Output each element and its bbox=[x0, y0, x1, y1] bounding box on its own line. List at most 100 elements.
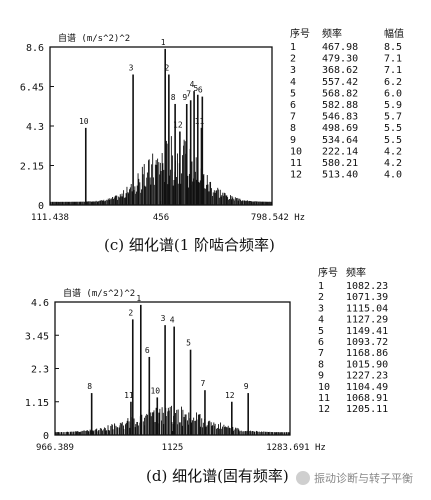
table-cell: 1168.86 bbox=[346, 348, 388, 359]
peak-label: 10 bbox=[79, 117, 89, 126]
table-cell: 6.2 bbox=[384, 77, 402, 88]
peak-label: 3 bbox=[161, 314, 166, 323]
table-header: 频率 bbox=[322, 27, 342, 40]
table-cell: 498.69 bbox=[322, 123, 358, 134]
table-cell: 11 bbox=[318, 393, 330, 404]
peak-label: 11 bbox=[195, 117, 205, 126]
table-cell: 368.62 bbox=[322, 65, 358, 76]
table-cell: 7.1 bbox=[384, 54, 402, 65]
watermark-text: 振动诊断与转子平衡 bbox=[314, 472, 413, 485]
peak-label: 2 bbox=[164, 64, 169, 73]
table-cell: 1127.29 bbox=[346, 315, 388, 326]
table-cell: 7 bbox=[290, 112, 296, 123]
x-tick-label: 1283.691 Hz bbox=[266, 443, 326, 453]
table-cell: 222.14 bbox=[322, 146, 358, 157]
table-cell: 12 bbox=[290, 170, 302, 181]
peak-label: 2 bbox=[128, 308, 133, 317]
y-tick-label: 2.3 bbox=[31, 365, 49, 376]
peak-label: 5 bbox=[186, 339, 191, 348]
table-cell: 467.98 bbox=[322, 42, 358, 53]
x-tick-label: 966.389 bbox=[36, 443, 74, 453]
y-tick-label: 4.6 bbox=[31, 298, 49, 309]
table-cell: 3 bbox=[290, 65, 296, 76]
chart-panel-d: 自谱 (m/s^2)^2 4.6 3.45 2.3 1.15 0 966.389 1125 12… bbox=[0, 262, 431, 500]
y-tick-label: 2.15 bbox=[20, 162, 44, 173]
peak-label: 3 bbox=[129, 64, 134, 73]
table-cell: 5.5 bbox=[384, 123, 402, 134]
table-cell: 1104.49 bbox=[346, 382, 388, 393]
table-cell: 2 bbox=[290, 54, 296, 65]
y-axis-label: 自谱 (m/s^2)^2 bbox=[63, 287, 135, 299]
peak-label: 1 bbox=[136, 294, 141, 303]
table-cell: 479.30 bbox=[322, 54, 358, 65]
table-cell: 5.9 bbox=[384, 100, 402, 111]
peak-label: 12 bbox=[225, 391, 235, 400]
y-tick-label: 4.3 bbox=[26, 122, 44, 133]
table-cell: 1071.39 bbox=[346, 292, 388, 303]
table-cell: 11 bbox=[290, 158, 302, 169]
x-tick-label: 111.438 bbox=[31, 213, 69, 223]
table-cell: 4 bbox=[318, 315, 324, 326]
peak-label: 8 bbox=[87, 382, 92, 391]
y-tick-label: 0 bbox=[38, 201, 44, 212]
y-tick-label: 1.15 bbox=[25, 398, 49, 409]
table-cell: 5.7 bbox=[384, 112, 402, 123]
table-cell: 513.40 bbox=[322, 170, 358, 181]
y-tick-label: 0 bbox=[43, 431, 49, 442]
chart-caption-d: (d) 细化谱(固有频率) bbox=[146, 467, 289, 485]
peak-label: 6 bbox=[145, 346, 150, 355]
table-header: 序号 bbox=[290, 27, 310, 40]
table-cell: 5 bbox=[318, 326, 324, 337]
peak-label: 4 bbox=[170, 316, 175, 325]
table-cell: 9 bbox=[318, 371, 324, 382]
table-cell: 7 bbox=[318, 348, 324, 359]
chart-caption-c: (c) 细化谱(1 阶啮合频率) bbox=[104, 236, 275, 254]
peak-label: 7 bbox=[186, 89, 191, 98]
table-cell: 4.0 bbox=[384, 170, 402, 181]
table-cell: 5.5 bbox=[384, 135, 402, 146]
watermark: 振动诊断与转子平衡 bbox=[296, 470, 413, 486]
table-cell: 8 bbox=[290, 123, 296, 134]
table-header: 幅值 bbox=[384, 27, 404, 40]
table-cell: 1093.72 bbox=[346, 337, 388, 348]
peak-label: 5 bbox=[193, 84, 198, 93]
table-cell: 1082.23 bbox=[346, 281, 388, 292]
x-tick-label: 456 bbox=[153, 213, 169, 223]
table-cell: 534.64 bbox=[322, 135, 358, 146]
peak-label: 11 bbox=[124, 391, 134, 400]
chart-panel-c: 自谱 (m/s^2)^2 8.6 6.45 4.3 2.15 0 111.438 456 798… bbox=[20, 27, 404, 223]
table-cell: 582.88 bbox=[322, 100, 358, 111]
table-cell: 1227.23 bbox=[346, 371, 388, 382]
table-cell: 557.42 bbox=[322, 77, 358, 88]
wechat-icon bbox=[296, 471, 310, 485]
table-cell: 8.5 bbox=[384, 42, 402, 53]
table-cell: 2 bbox=[318, 292, 324, 303]
table-cell: 4 bbox=[290, 77, 296, 88]
table-cell: 4.2 bbox=[384, 158, 402, 169]
peak-label: 6 bbox=[198, 86, 203, 95]
x-tick-label: 1125 bbox=[162, 443, 184, 453]
peak-label: 9 bbox=[182, 93, 187, 102]
peak-label: 9 bbox=[244, 382, 249, 391]
table-cell: 10 bbox=[318, 382, 330, 393]
y-axis-label: 自谱 (m/s^2)^2 bbox=[58, 32, 130, 44]
peak-label: 7 bbox=[201, 379, 206, 388]
table-cell: 9 bbox=[290, 135, 296, 146]
table-cell: 1115.04 bbox=[346, 303, 388, 314]
table-cell: 3 bbox=[318, 303, 324, 314]
y-tick-label: 6.45 bbox=[20, 83, 44, 94]
table-cell: 568.82 bbox=[322, 88, 358, 99]
table-cell: 580.21 bbox=[322, 158, 358, 169]
table-cell: 7.1 bbox=[384, 65, 402, 76]
peak-label: 1 bbox=[161, 38, 166, 47]
peak-label: 12 bbox=[173, 121, 183, 130]
table-cell: 1015.90 bbox=[346, 359, 388, 370]
peak-label: 10 bbox=[150, 386, 160, 395]
table-cell: 4.2 bbox=[384, 146, 402, 157]
table-cell: 1149.41 bbox=[346, 326, 388, 337]
x-tick-label: 798.542 Hz bbox=[251, 213, 305, 223]
table-cell: 10 bbox=[290, 146, 302, 157]
table-cell: 6 bbox=[290, 100, 296, 111]
table-cell: 5 bbox=[290, 88, 296, 99]
